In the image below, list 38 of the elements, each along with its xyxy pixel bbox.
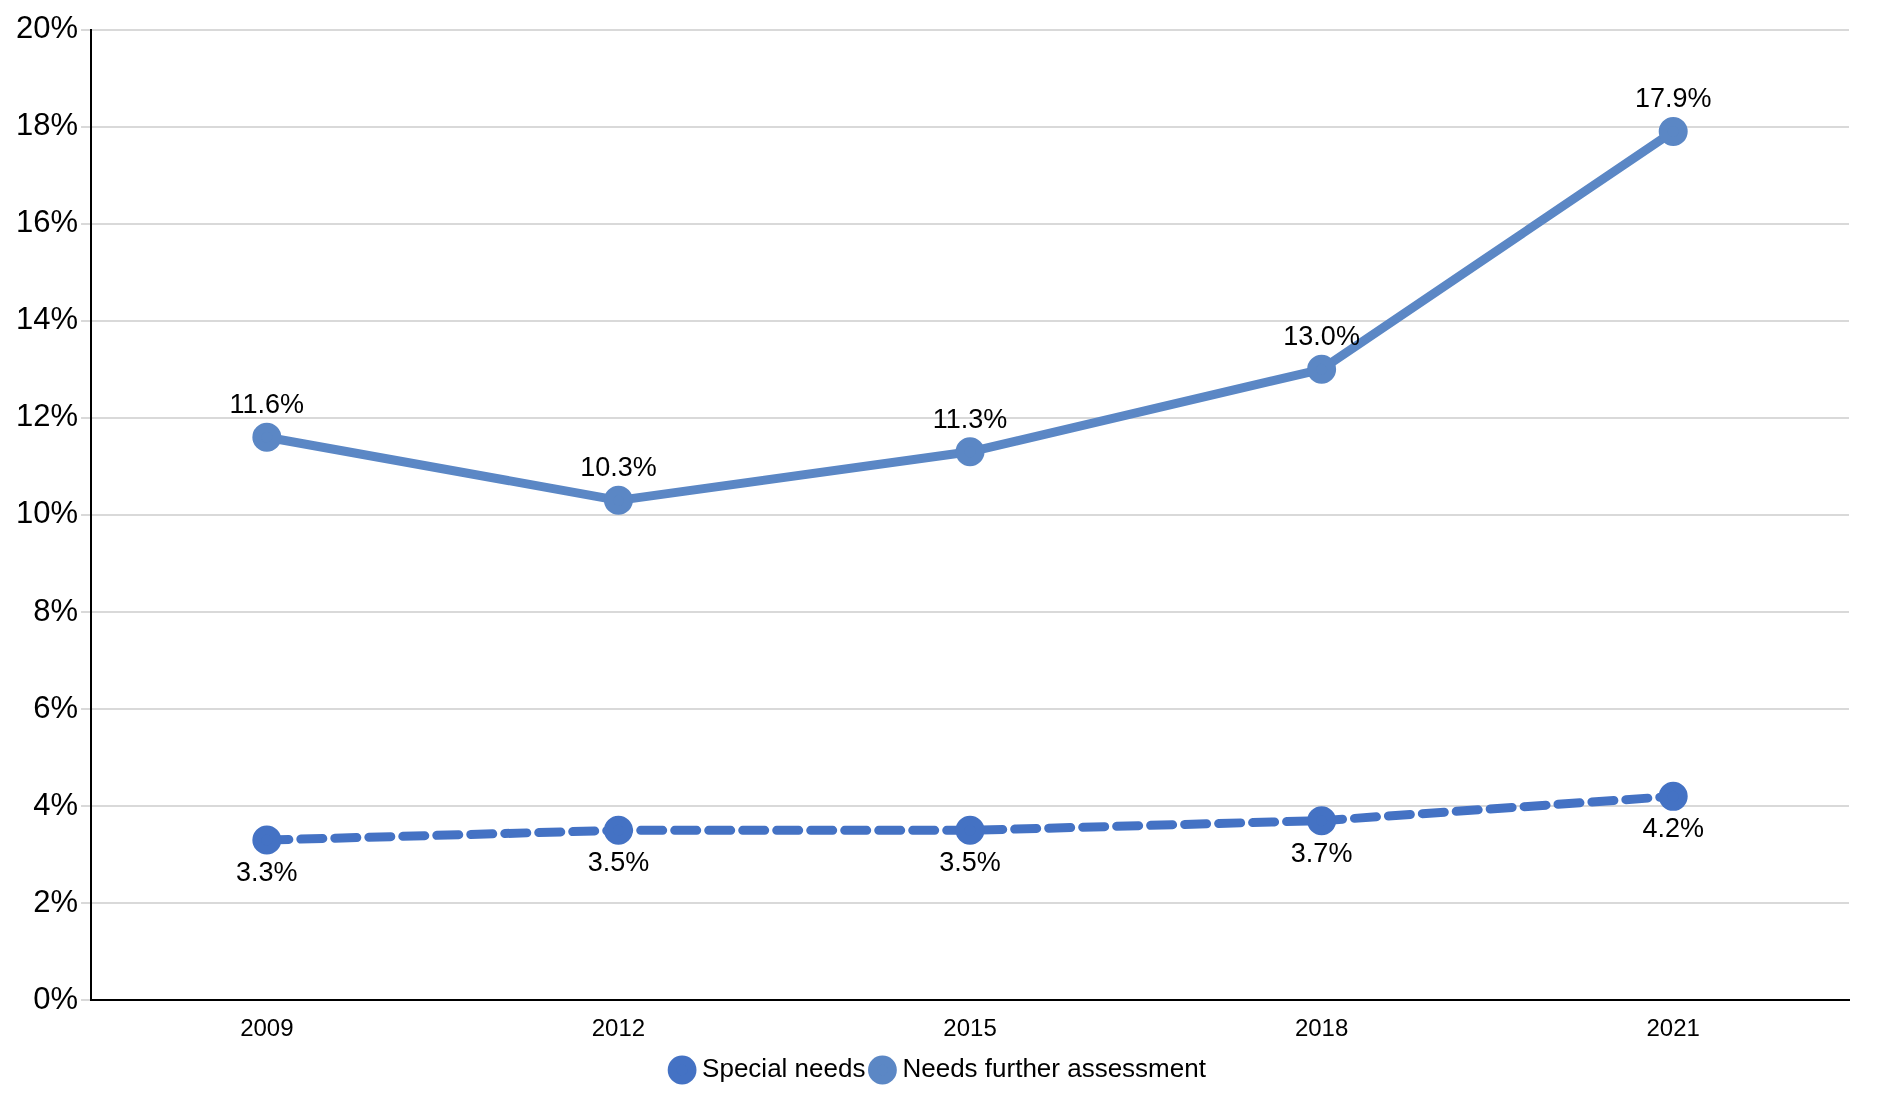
y-tick-label: 2% bbox=[33, 883, 79, 919]
point bbox=[252, 825, 282, 855]
point bbox=[1658, 781, 1688, 811]
y-tick-label: 18% bbox=[16, 107, 79, 143]
x-tick-label: 2012 bbox=[591, 1014, 646, 1042]
y-tick-label: 10% bbox=[16, 495, 79, 531]
y-tick-label: 0% bbox=[33, 980, 79, 1016]
y-tick-label: 12% bbox=[16, 398, 79, 434]
point bbox=[1658, 117, 1688, 147]
point bbox=[1307, 806, 1337, 836]
x-tick-label: 2015 bbox=[943, 1014, 997, 1042]
data-label: 3.5% bbox=[939, 847, 1001, 878]
data-label: 17.9% bbox=[1634, 83, 1712, 114]
point bbox=[955, 815, 985, 845]
data-label: 3.5% bbox=[587, 847, 650, 878]
legend-label: Special needs bbox=[702, 1053, 866, 1084]
data-label: 3.7% bbox=[1290, 837, 1353, 868]
y-tick-label: 4% bbox=[33, 786, 79, 822]
point bbox=[252, 422, 282, 452]
point bbox=[1307, 354, 1337, 384]
data-label: 11.6% bbox=[229, 389, 305, 420]
data-label: 13.0% bbox=[1283, 321, 1360, 352]
y-tick-label: 6% bbox=[33, 689, 79, 725]
data-label: 3.3% bbox=[236, 857, 298, 887]
y-tick-label: 8% bbox=[33, 592, 79, 628]
point bbox=[955, 437, 985, 467]
point bbox=[603, 815, 633, 845]
data-label: 10.3% bbox=[580, 452, 657, 483]
point bbox=[603, 485, 633, 515]
data-label: 4.2% bbox=[1642, 813, 1704, 844]
x-tick-label: 2018 bbox=[1294, 1014, 1349, 1042]
x-tick-label: 2009 bbox=[240, 1014, 294, 1042]
legend-label: Needs further assessment bbox=[902, 1053, 1207, 1084]
y-tick-label: 14% bbox=[16, 301, 79, 337]
y-tick-label: 16% bbox=[16, 204, 79, 240]
data-label: 11.3% bbox=[932, 403, 1008, 434]
x-tick-label: 2021 bbox=[1646, 1014, 1700, 1042]
y-tick-label: 20% bbox=[16, 10, 79, 46]
